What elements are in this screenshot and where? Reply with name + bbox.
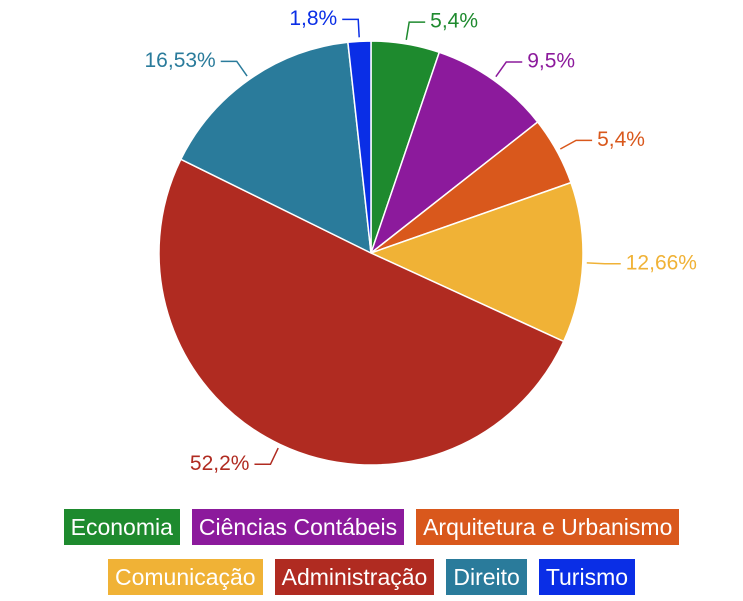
data-label: 1,8% — [289, 7, 337, 30]
legend-item: Administração — [274, 559, 435, 595]
data-label: 9,5% — [527, 50, 575, 73]
chart: 5,4% 9,5% 5,4% 12,66% 52,2% 16,53% 1,8% — [145, 7, 697, 475]
data-label: 16,53% — [145, 49, 216, 72]
leader-line — [559, 139, 593, 150]
leader-line — [405, 21, 426, 41]
legend-item: Direito — [446, 559, 527, 595]
data-label: 5,4% — [597, 128, 645, 151]
legend-item: Arquitetura e Urbanismo — [416, 509, 680, 545]
legend-item: Comunicação — [107, 559, 263, 595]
legend-item: Turismo — [538, 559, 636, 595]
pie-slice — [369, 51, 539, 256]
leader-line — [586, 262, 621, 265]
data-label: 5,4% — [430, 10, 478, 33]
pie-slice — [179, 41, 372, 255]
legend: Economia Ciências Contábeis Arquitetura e … — [0, 495, 743, 601]
data-label: 52,2% — [190, 452, 250, 475]
legend-row: Economia Ciências Contábeis Arquitetura e … — [63, 509, 680, 545]
pie-slice — [347, 40, 372, 254]
leader-line — [342, 18, 360, 38]
legend-item: Ciências Contábeis — [191, 509, 405, 545]
data-label: 12,66% — [626, 251, 697, 274]
pie-slice — [369, 181, 584, 343]
pie-slice — [158, 158, 565, 466]
legend-item: Economia — [63, 509, 180, 545]
leader-line — [254, 447, 279, 466]
leader-line — [220, 60, 248, 77]
leader-line — [495, 61, 523, 78]
legend-row: Comunicação Administração Direito Turismo — [107, 559, 636, 595]
